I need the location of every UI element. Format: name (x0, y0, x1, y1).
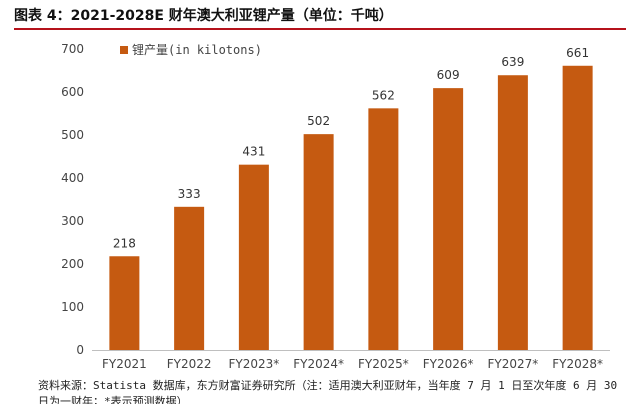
data-label: 218 (113, 236, 136, 250)
x-axis: FY2021 FY2022 FY2023* FY2024* FY2025* FY2026*… (102, 357, 603, 371)
y-tick-label: 200 (61, 257, 84, 271)
data-labels: 218 333 431 502 562 609 639 661 (113, 46, 589, 250)
bar (238, 164, 269, 350)
x-tick-label: FY2027* (487, 357, 538, 371)
legend: 锂产量(in kilotons) (120, 42, 262, 57)
x-tick-label: FY2024* (293, 357, 344, 371)
x-tick-label: FY2025* (358, 357, 409, 371)
legend-label: 锂产量(in kilotons) (132, 42, 262, 57)
bars (109, 65, 593, 351)
y-tick-label: 600 (61, 85, 84, 99)
data-label: 562 (372, 88, 395, 102)
title-bar: 图表 4：2021-2028E 财年澳大利亚锂产量（单位：千吨） (14, 6, 626, 30)
bar (562, 65, 593, 350)
y-tick-label: 100 (61, 300, 84, 314)
y-tick-label: 700 (61, 42, 84, 56)
bar (497, 75, 528, 351)
y-tick-label: 300 (61, 214, 84, 228)
data-label: 333 (178, 187, 201, 201)
y-tick-label: 0 (76, 343, 84, 357)
data-label: 639 (501, 55, 524, 69)
y-tick-label: 500 (61, 128, 84, 142)
x-tick-label: FY2023* (228, 357, 279, 371)
data-label: 502 (307, 114, 330, 128)
data-label: 609 (437, 68, 460, 82)
x-tick-label: FY2022 (167, 357, 212, 371)
chart-title: 图表 4：2021-2028E 财年澳大利亚锂产量（单位：千吨） (14, 8, 393, 24)
data-label: 661 (566, 46, 589, 60)
x-tick-label: FY2028* (552, 357, 603, 371)
y-tick-label: 400 (61, 171, 84, 185)
data-label: 431 (242, 145, 265, 159)
x-tick-label: FY2021 (102, 357, 147, 371)
legend-swatch (120, 46, 128, 54)
y-axis: 0 100 200 300 400 500 600 700 (61, 42, 84, 357)
x-tick-label: FY2026* (423, 357, 474, 371)
bar (109, 256, 140, 350)
bar (174, 206, 205, 350)
bar (433, 88, 464, 350)
bar (303, 134, 334, 350)
source-footnote: 资料来源：Statista 数据库，东方财富证券研究所（注：适用澳大利亚财年，当… (38, 379, 618, 404)
bar (368, 108, 399, 350)
bar-chart: 0 100 200 300 400 500 600 700 218 333 431 502 562 60… (61, 42, 610, 371)
